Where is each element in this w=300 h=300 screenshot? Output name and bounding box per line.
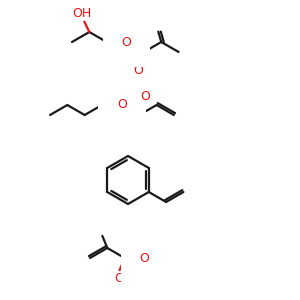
Text: OH: OH bbox=[73, 7, 92, 20]
Text: O: O bbox=[122, 32, 132, 44]
Text: O: O bbox=[117, 98, 127, 112]
Text: O: O bbox=[140, 90, 150, 103]
Text: O: O bbox=[133, 64, 143, 77]
Text: O: O bbox=[140, 251, 150, 265]
Text: O: O bbox=[122, 35, 132, 49]
Text: O: O bbox=[115, 272, 124, 285]
